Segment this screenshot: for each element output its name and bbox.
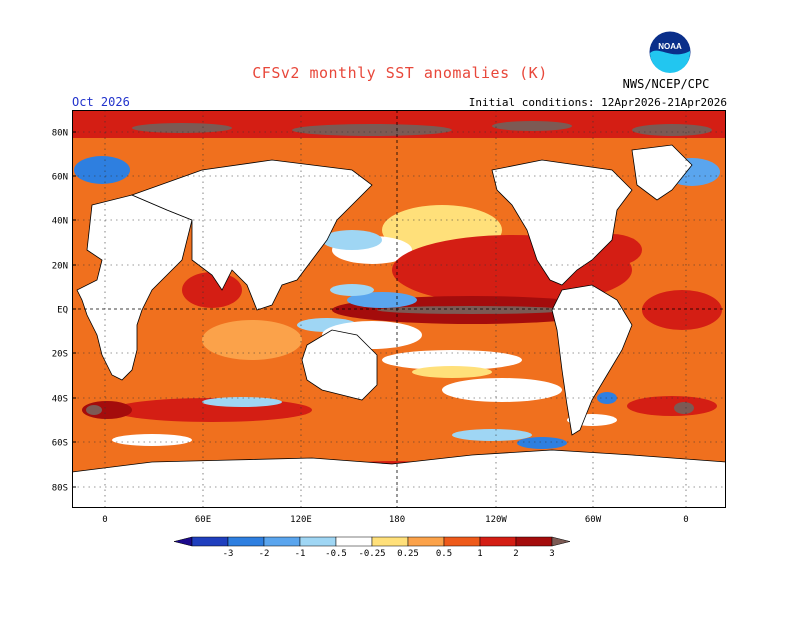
lat-tick-label: 20N [52,262,68,272]
longitude-axis: 0 60E 120E 180 120W 60W 0 [102,515,688,525]
lat-tick-label: 40N [52,217,68,227]
forecast-month: Oct 2026 [72,95,130,109]
colorbar-tick-label: -1 [295,549,306,558]
lat-tick-label: 60N [52,173,68,183]
anomaly-field [72,110,726,469]
colorbar-tick-label: 2 [513,549,518,558]
colorbar-segment [515,536,553,547]
lon-tick-label: 120W [485,515,507,525]
colorbar: -3 -2 -1 -0.5 -0.25 0.25 0.5 1 2 3 [173,536,571,558]
noaa-logo-text: NOAA [658,42,682,51]
colorbar-tick-label: -3 [223,549,234,558]
agency-label: NWS/NCEP/CPC [622,77,710,91]
land [72,144,726,508]
colorbar-segment [479,536,517,547]
initial-conditions: Initial conditions: 12Apr2026-21Apr2026 [468,96,727,109]
lon-tick-label: 60E [195,515,211,525]
map-title: CFSv2 monthly SST anomalies (K) [252,64,548,82]
colorbar-segment [371,536,409,547]
land-africa-europe [76,194,193,381]
land-greenland [631,144,693,201]
lat-tick-label: 60S [52,439,68,449]
reference-lines [72,110,726,508]
noaa-logo-icon: NOAA [649,31,691,73]
colorbar-segment [299,536,337,547]
land-australia [301,329,378,401]
lon-tick-label: 60W [585,515,602,525]
lat-tick-label: 20S [52,350,68,360]
land-south-america [551,284,633,436]
lat-tick-label: EQ [57,306,68,316]
colorbar-tick-label: 0.25 [397,549,419,558]
colorbar-segment [191,536,229,547]
colorbar-tick-label: -0.5 [325,549,347,558]
colorbar-segment [227,536,265,547]
colorbar-extend-high [551,536,571,547]
lon-tick-label: 180 [389,515,405,525]
lat-tick-label: 80S [52,484,68,494]
latitude-axis: 80N 60N 40N 20N EQ 20S 40S 60S 80S [52,129,76,494]
colorbar-segment [443,536,481,547]
lat-tick-label: 80N [52,129,68,139]
colorbar-segment [407,536,445,547]
land-antarctica [72,449,726,508]
lat-tick-label: 40S [52,395,68,405]
colorbar-segment [263,536,301,547]
sst-anomaly-map: 80N 60N 40N 20N EQ 20S 40S 60S 80S 0 60E 120E 180 12… [52,110,726,525]
colorbar-tick-label: -0.25 [358,549,385,558]
colorbar-tick-label: -2 [259,549,270,558]
land-north-america [491,159,633,286]
lon-tick-label: 0 [683,515,688,525]
colorbar-tick-label: 0.5 [436,549,452,558]
colorbar-tick-label: 1 [477,549,482,558]
lon-tick-label: 120E [290,515,312,525]
lon-tick-label: 0 [102,515,107,525]
colorbar-segment [335,536,373,547]
colorbar-extend-low [173,536,193,547]
colorbar-tick-label: 3 [549,549,554,558]
